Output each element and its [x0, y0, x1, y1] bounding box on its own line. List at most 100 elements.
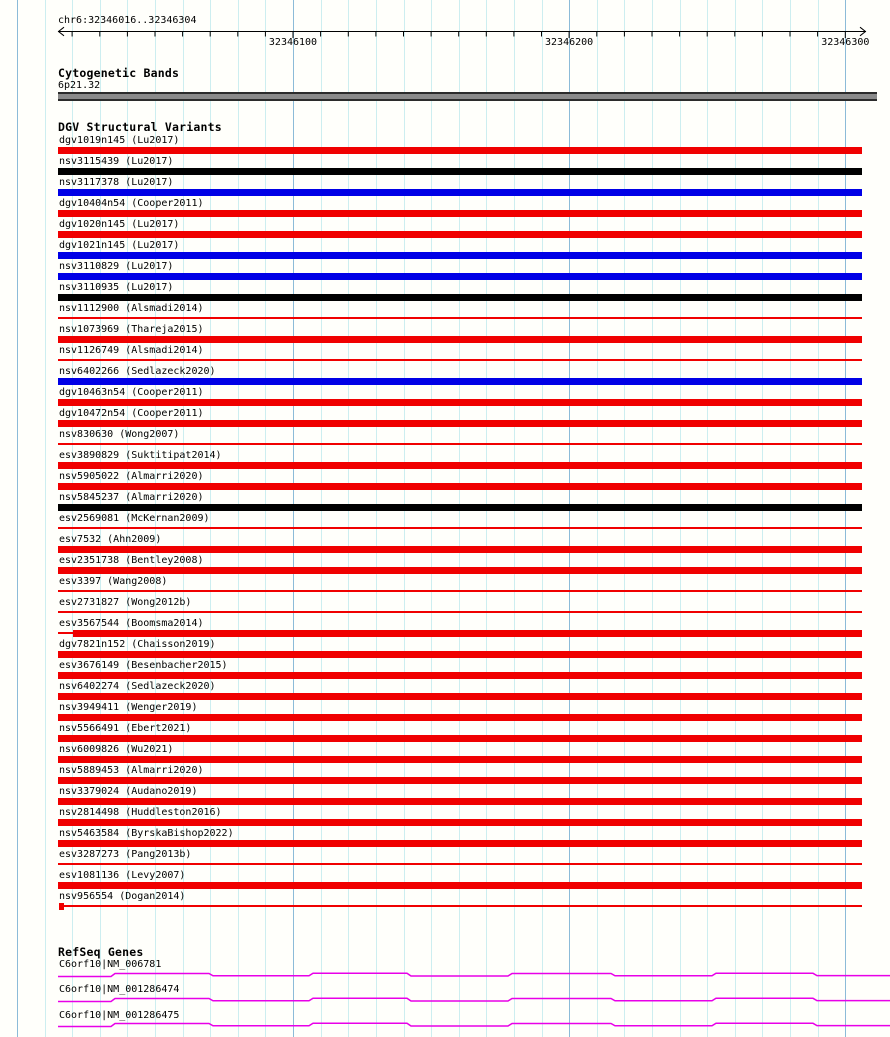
variant-bar-segment — [58, 209, 862, 217]
variant-bar[interactable] — [58, 251, 862, 259]
variant-bar[interactable] — [58, 755, 862, 763]
variant-bar[interactable] — [58, 566, 862, 574]
variant-bar[interactable] — [58, 525, 862, 532]
grid-line — [237, 0, 239, 1037]
gene-line[interactable] — [0, 970, 890, 979]
variant-bar[interactable] — [58, 357, 862, 364]
variant-bar[interactable] — [58, 230, 862, 238]
variant-bar[interactable] — [58, 146, 862, 154]
variant-bar-segment — [58, 461, 862, 469]
variant-bar[interactable] — [58, 272, 862, 280]
variant-bar[interactable] — [58, 797, 862, 805]
variant-bar[interactable] — [58, 293, 862, 301]
variant-label: nsv3110829 (Lu2017) — [59, 260, 174, 272]
variant-label: nsv2814498 (Huddleston2016) — [59, 806, 222, 818]
variant-label: nsv830630 (Wong2007) — [59, 428, 180, 440]
variant-bar[interactable] — [58, 903, 862, 910]
variant-bar-segment — [58, 545, 862, 553]
variant-bar[interactable] — [58, 692, 862, 700]
variant-bar[interactable] — [58, 629, 862, 637]
variant-bar[interactable] — [58, 167, 862, 175]
variant-label: nsv1126749 (Alsmadi2014) — [59, 344, 204, 356]
section-title-dgv: DGV Structural Variants — [58, 120, 222, 134]
grid-line — [817, 0, 819, 1037]
variant-label: nsv3949411 (Wenger2019) — [59, 701, 198, 713]
grid-line — [762, 0, 764, 1037]
variant-bar[interactable] — [58, 588, 862, 595]
variant-bar[interactable] — [58, 713, 862, 721]
variant-label: esv3676149 (Besenbacher2015) — [59, 659, 228, 671]
variant-label: dgv1020n145 (Lu2017) — [59, 218, 180, 230]
variant-bar-segment — [64, 905, 862, 907]
variant-bar-segment — [58, 839, 862, 847]
grid-line — [596, 0, 598, 1037]
variant-label: dgv1021n145 (Lu2017) — [59, 239, 180, 251]
variant-bar[interactable] — [58, 650, 862, 658]
gene-label: C6orf10|NM_006781 — [59, 959, 162, 970]
variant-label: esv3567544 (Boomsma2014) — [59, 617, 204, 629]
grid-line — [44, 0, 46, 1037]
variant-bar[interactable] — [58, 609, 862, 616]
grid-line — [679, 0, 681, 1037]
variant-label: esv3890829 (Suktitipat2014) — [59, 449, 222, 461]
grid-line — [624, 0, 626, 1037]
variant-bar[interactable] — [58, 881, 862, 889]
grid-line — [127, 0, 129, 1037]
variant-label: dgv1019n145 (Lu2017) — [59, 134, 180, 146]
grid-line — [182, 0, 184, 1037]
grid-line — [99, 0, 101, 1037]
variant-bar-segment — [58, 776, 862, 784]
grid-line — [403, 0, 405, 1037]
variant-bar[interactable] — [58, 441, 862, 448]
variant-bar[interactable] — [58, 861, 862, 868]
variant-bar[interactable] — [58, 461, 862, 469]
variant-bar-segment — [58, 590, 862, 592]
variant-bar[interactable] — [58, 839, 862, 847]
variant-bar[interactable] — [58, 398, 862, 406]
variant-label: nsv3115439 (Lu2017) — [59, 155, 174, 167]
variant-label: nsv5566491 (Ebert2021) — [59, 722, 192, 734]
variant-bar-segment — [58, 293, 862, 301]
variant-bar-segment — [58, 818, 862, 826]
variant-bar[interactable] — [58, 335, 862, 343]
variant-bar[interactable] — [58, 818, 862, 826]
variant-bar[interactable] — [58, 671, 862, 679]
grid-line — [72, 0, 74, 1037]
variant-bar[interactable] — [58, 209, 862, 217]
variant-bar-segment — [58, 188, 862, 196]
variant-label: esv2731827 (Wong2012b) — [59, 596, 192, 608]
variant-label: nsv5905022 (Almarri2020) — [59, 470, 204, 482]
variant-bar[interactable] — [58, 734, 862, 742]
cytoband-bar[interactable] — [58, 92, 877, 101]
cytoband-label: 6p21.32 — [58, 80, 101, 91]
variant-bar-segment — [58, 335, 862, 343]
left-arrow-icon — [57, 26, 65, 37]
variant-bar[interactable] — [58, 503, 862, 511]
variant-bar-segment — [58, 671, 862, 679]
variant-bar[interactable] — [58, 482, 862, 490]
gene-label: C6orf10|NM_001286474 — [59, 984, 180, 996]
ruler-axis — [57, 26, 867, 38]
grid-line — [375, 0, 377, 1037]
variant-bar[interactable] — [58, 776, 862, 784]
variant-bar-segment — [58, 272, 862, 280]
variant-label: nsv5845237 (Almarri2020) — [59, 491, 204, 503]
variant-bar-segment — [58, 881, 862, 889]
variant-label: esv2569081 (McKernan2009) — [59, 512, 210, 524]
ruler-tick-labels: 32346100 32346200 32346300 — [0, 37, 890, 49]
variant-bar[interactable] — [58, 419, 862, 427]
grid-line — [734, 0, 736, 1037]
variant-bar[interactable] — [58, 315, 862, 322]
variant-bar-segment — [58, 632, 73, 634]
major-grid-line — [293, 0, 294, 1037]
variant-label: dgv10463n54 (Cooper2011) — [59, 386, 204, 398]
variant-bar[interactable] — [58, 188, 862, 196]
major-grid-line — [845, 0, 847, 1037]
gene-line[interactable] — [0, 995, 890, 1004]
variant-bar-segment — [58, 611, 862, 613]
variant-label: esv3397 (Wang2008) — [59, 575, 168, 587]
variant-bar[interactable] — [58, 545, 862, 553]
major-grid-line — [569, 0, 571, 1037]
variant-bar[interactable] — [58, 377, 862, 385]
gene-line[interactable] — [0, 1020, 890, 1029]
